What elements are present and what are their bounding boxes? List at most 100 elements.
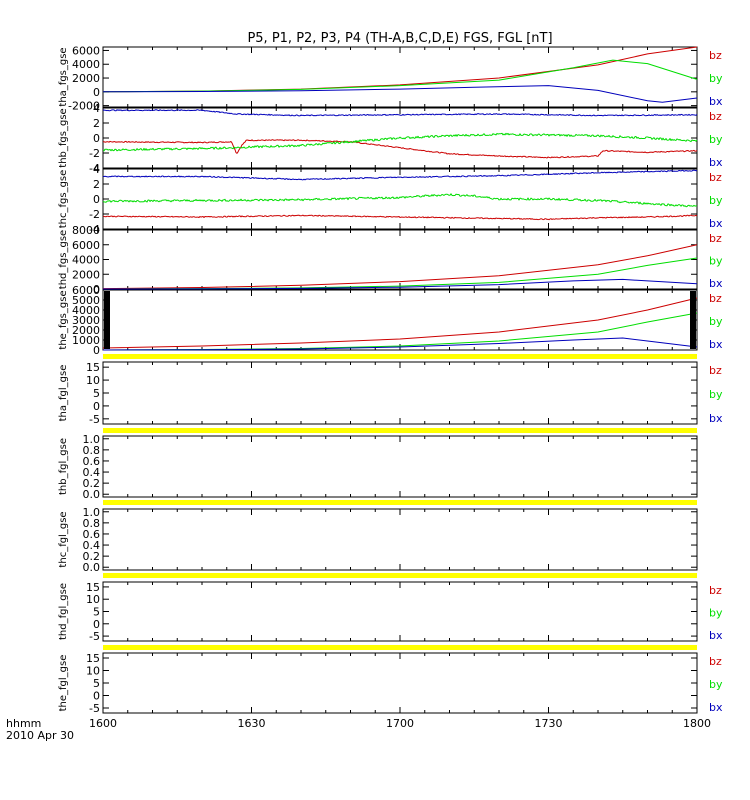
- y-tick-label: 1000: [72, 334, 100, 347]
- panel-frame: [102, 361, 698, 425]
- y-tick-label: 10: [86, 374, 100, 387]
- x-tick-label: 1700: [386, 717, 414, 730]
- y-tick-label: 4000: [72, 304, 100, 317]
- legend-bx: bx: [709, 701, 723, 714]
- y-axis-label: thd_fgl_gse: [58, 583, 69, 640]
- y-axis-label: thd_fgs_gse: [58, 230, 69, 289]
- panel-frame: [102, 435, 698, 498]
- y-tick-label: 15: [86, 581, 100, 594]
- y-axis-label: thb_fgl_gse: [58, 438, 69, 495]
- y-tick-label: 0.0: [83, 488, 101, 501]
- y-tick-label: 4: [93, 102, 100, 115]
- y-tick-label: 2: [93, 117, 100, 130]
- y-axis-label: tha_fgl_gse: [58, 365, 69, 422]
- y-tick-label: 5: [93, 677, 100, 690]
- x-tick-label: 1600: [89, 717, 117, 730]
- y-tick-label: 6000: [72, 44, 100, 57]
- y-tick-label: 0.8: [83, 444, 101, 457]
- y-tick-label: 2000: [72, 268, 100, 281]
- series-line-bx: [102, 337, 698, 351]
- panel-frame: [102, 652, 698, 714]
- y-tick-label: 0.4: [83, 466, 101, 479]
- legend-bz: bz: [709, 364, 722, 377]
- y-tick-label: 10: [86, 665, 100, 678]
- legend-bz: bz: [709, 584, 722, 597]
- date-label: 2010 Apr 30: [6, 729, 74, 742]
- panel-frame: [102, 107, 698, 169]
- y-tick-label: 6000: [72, 284, 100, 297]
- y-tick-label: -2: [89, 147, 100, 160]
- panel-frame: [102, 508, 698, 571]
- panel-thc_fgs_gse: -4 -2 0 2 4 thc_fgs_gse bz by bx: [58, 163, 723, 236]
- legend-by: by: [709, 194, 723, 207]
- y-tick-label: 5: [93, 387, 100, 400]
- y-axis-label: thc_fgl_gse: [58, 511, 69, 567]
- legend-bx: bx: [709, 95, 723, 108]
- legend-bx: bx: [709, 217, 723, 230]
- y-tick-label: 0: [93, 344, 100, 357]
- legend-bz: bz: [709, 110, 722, 123]
- y-tick-label: 0: [93, 193, 100, 206]
- legend-bx: bx: [709, 412, 723, 425]
- legend-by: by: [709, 72, 723, 85]
- flag-bar: [103, 428, 697, 433]
- series-line-bz: [102, 244, 698, 290]
- panel-frame: [102, 289, 698, 351]
- y-tick-label: 4: [93, 163, 100, 176]
- y-tick-label: 0: [93, 400, 100, 413]
- y-tick-label: 0.4: [83, 539, 101, 552]
- legend-by: by: [709, 315, 723, 328]
- y-tick-label: 0: [93, 132, 100, 145]
- y-tick-label: 1.0: [83, 506, 101, 519]
- flag-bar: [103, 645, 697, 650]
- series-line-bx: [103, 169, 698, 181]
- y-axis-label: thb_fgs_gse: [58, 108, 69, 167]
- series-line-by: [103, 132, 698, 152]
- y-tick-label: 8000: [72, 224, 100, 237]
- legend-by: by: [709, 255, 723, 268]
- x-axis: 1600 1630 1700 1730 1800: [89, 717, 711, 730]
- y-tick-label: 0.2: [83, 477, 101, 490]
- flag-bar: [103, 354, 697, 359]
- legend-bz: bz: [709, 292, 722, 305]
- series-line-bz: [102, 297, 698, 349]
- y-tick-label: -5: [89, 702, 100, 715]
- series-line-by: [102, 59, 698, 93]
- y-tick-label: 5000: [72, 294, 100, 307]
- legend-bx: bx: [709, 629, 723, 642]
- panel-thb_fgs_gse: -4 -2 0 2 4 thb_fgs_gse bz by bx: [58, 102, 723, 175]
- series-line-bx: [102, 109, 698, 117]
- y-axis-label: the_fgl_gse: [58, 655, 69, 712]
- x-tick-label: 1630: [238, 717, 266, 730]
- panel-frame: [102, 46, 698, 108]
- legend-bz: bz: [709, 49, 722, 62]
- series-line-bx: [102, 278, 698, 290]
- legend-by: by: [709, 678, 723, 691]
- y-tick-label: -4: [89, 162, 100, 175]
- y-axis-label: tha_fgs_gse: [58, 47, 69, 106]
- y-tick-label: 0: [93, 86, 100, 99]
- legend-by: by: [709, 607, 723, 620]
- y-tick-label: 0.0: [83, 561, 101, 574]
- legend-by: by: [709, 133, 723, 146]
- series-line-bx: [102, 85, 698, 103]
- y-tick-label: 2000: [72, 324, 100, 337]
- y-tick-label: 0: [93, 283, 100, 296]
- y-tick-label: -5: [89, 630, 100, 643]
- series-line-bz: [102, 46, 698, 93]
- y-tick-label: 4000: [72, 58, 100, 71]
- panel-thb_fgl_gse: 0.00.20.40.60.81.0 thb_fgl_gse: [58, 433, 698, 501]
- y-tick-label: 10: [86, 593, 100, 606]
- y-tick-label: 6000: [72, 239, 100, 252]
- panel-frame: [102, 581, 698, 642]
- legend-bx: bx: [709, 338, 723, 351]
- y-tick-label: -4: [89, 223, 100, 236]
- legend-bx: bx: [709, 277, 723, 290]
- legend-bx: bx: [709, 156, 723, 169]
